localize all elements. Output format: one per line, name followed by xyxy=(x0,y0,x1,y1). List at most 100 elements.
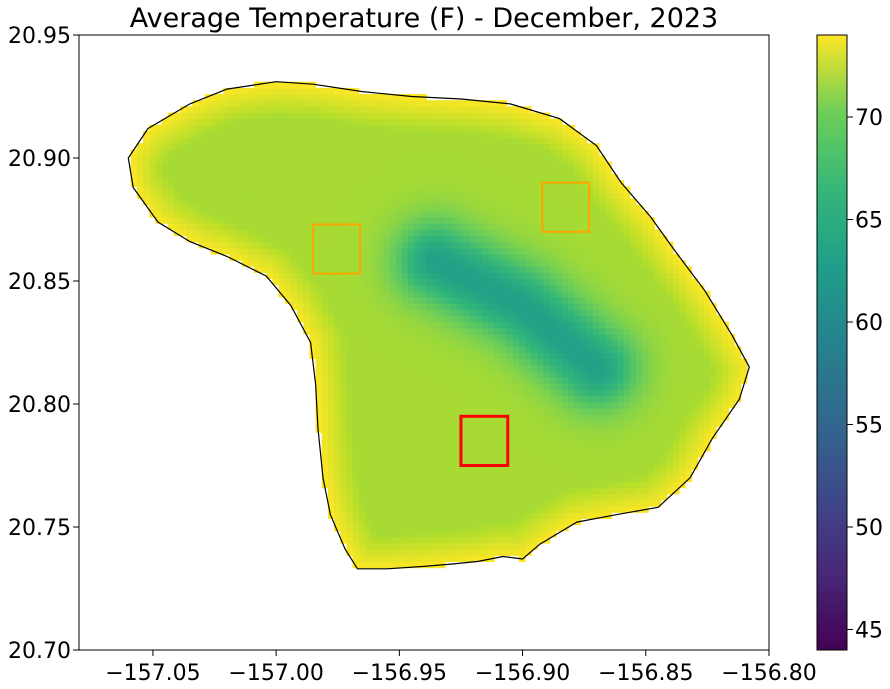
heat-cell xyxy=(327,173,335,181)
heat-cell xyxy=(488,542,495,550)
heat-cell xyxy=(531,512,538,519)
heat-cell xyxy=(512,542,520,550)
heat-cell xyxy=(549,481,557,489)
heat-cell xyxy=(432,321,440,329)
heat-cell xyxy=(407,432,415,440)
heat-cell xyxy=(364,217,372,224)
heat-cell xyxy=(635,352,643,360)
heat-cell xyxy=(512,327,520,335)
heat-cell xyxy=(506,272,514,280)
heat-cell xyxy=(703,340,711,347)
heat-cell xyxy=(235,112,243,120)
heat-cell xyxy=(167,155,175,163)
heat-cell xyxy=(660,284,668,292)
heat-cell xyxy=(401,530,409,538)
heat-cell xyxy=(611,223,619,230)
heat-cell xyxy=(475,266,483,273)
heat-cell xyxy=(475,272,483,280)
heat-cell xyxy=(364,542,372,550)
heat-cell xyxy=(463,493,471,501)
heat-cell xyxy=(297,204,304,212)
heat-cell xyxy=(352,536,360,544)
heat-cell xyxy=(598,469,606,476)
heat-cell xyxy=(562,278,569,286)
heat-cell xyxy=(432,112,440,120)
heat-cell xyxy=(253,124,261,132)
heat-cell xyxy=(666,296,674,304)
heat-cell xyxy=(623,493,631,501)
heat-cell xyxy=(346,512,354,519)
heat-cell xyxy=(469,161,477,169)
heat-cell xyxy=(297,94,304,101)
heat-cell xyxy=(161,210,169,218)
heat-cell xyxy=(401,518,409,526)
heat-cell xyxy=(371,303,378,310)
heat-cell xyxy=(562,284,569,292)
heat-cell xyxy=(358,364,366,372)
heat-cell xyxy=(297,118,304,126)
heat-cell xyxy=(444,364,452,372)
heat-cell xyxy=(377,432,384,440)
heat-cell xyxy=(321,149,329,157)
heat-cell xyxy=(371,198,378,206)
heat-cell xyxy=(358,469,366,476)
heat-cell xyxy=(358,555,366,563)
heat-cell xyxy=(605,272,612,280)
heat-cell xyxy=(358,536,366,544)
heat-cell xyxy=(432,229,440,237)
heat-cell xyxy=(136,149,144,157)
heat-cell xyxy=(420,272,428,280)
heat-cell xyxy=(500,542,508,550)
heat-cell xyxy=(457,260,465,267)
heat-cell xyxy=(469,272,477,280)
heat-cell xyxy=(143,155,150,163)
heat-cell xyxy=(506,112,514,120)
heat-cell xyxy=(543,524,551,532)
heat-cell xyxy=(531,278,538,286)
heat-cell xyxy=(494,124,501,132)
heat-cell xyxy=(432,333,440,341)
heat-cell xyxy=(481,223,489,230)
heat-cell xyxy=(389,130,397,138)
heat-cell xyxy=(420,389,428,396)
heat-cell xyxy=(531,284,538,292)
heat-cell xyxy=(432,247,440,255)
heat-cell xyxy=(253,143,261,150)
heat-cell xyxy=(617,352,625,360)
heat-cell xyxy=(463,370,471,378)
heat-cell xyxy=(469,290,477,298)
heat-cell xyxy=(272,118,280,126)
heat-cell xyxy=(334,463,341,470)
heat-cell xyxy=(223,173,230,181)
heat-cell xyxy=(327,87,335,95)
heat-cell xyxy=(383,161,391,169)
heat-cell xyxy=(217,124,224,132)
heat-cell xyxy=(623,364,631,372)
heat-cell xyxy=(389,456,397,464)
heat-cell xyxy=(537,321,545,329)
heat-cell xyxy=(469,419,477,427)
heat-cell xyxy=(574,506,582,513)
heat-cell xyxy=(549,340,557,347)
heat-cell xyxy=(444,112,452,120)
heat-cell xyxy=(247,161,255,169)
heat-cell xyxy=(340,333,347,341)
heat-cell xyxy=(253,155,261,163)
heat-cell xyxy=(580,450,588,458)
heat-cell xyxy=(611,383,619,390)
heat-cell xyxy=(383,376,391,384)
heat-cell xyxy=(364,555,372,563)
heat-cell xyxy=(389,253,397,261)
heat-cell xyxy=(383,303,391,310)
heat-cell xyxy=(463,290,471,298)
heat-cell xyxy=(401,524,409,532)
heat-cell xyxy=(525,419,532,427)
heat-cell xyxy=(728,376,736,384)
heat-cell xyxy=(543,173,551,181)
heat-cell xyxy=(580,155,588,163)
heat-cell xyxy=(629,296,637,304)
heat-cell xyxy=(549,358,557,366)
heat-cell xyxy=(235,223,243,230)
heat-cell xyxy=(371,321,378,329)
